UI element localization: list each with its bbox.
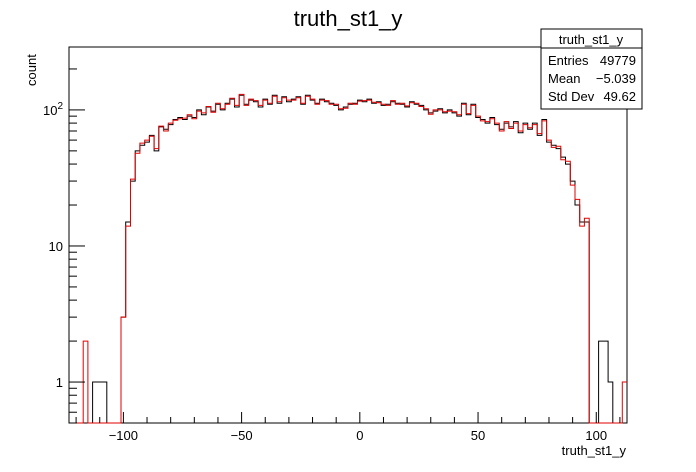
plot-frame [68,46,628,424]
stats-stddev-label: Std Dev [548,89,595,104]
chart-title: truth_st1_y [294,6,403,31]
y-axis-label: count [24,54,39,86]
stats-stddev-value: 49.62 [603,89,636,104]
x-axis-label: truth_st1_y [562,443,627,458]
x-tick-label: −50 [231,428,253,443]
stats-title: truth_st1_y [559,32,624,47]
stats-entries-value: 49779 [600,53,636,68]
stats-entries-label: Entries [548,53,589,68]
x-tick-label: −100 [109,428,138,443]
y-tick-label: 10 [49,239,63,254]
stats-mean-value: −5.039 [596,71,636,86]
y-tick-label: 102 [43,101,63,118]
x-tick-label: 100 [585,428,607,443]
y-tick-label: 1 [56,375,63,390]
histogram-series-0 [69,94,627,424]
x-axis: −100 −50 0 50 100 [75,412,621,443]
x-tick-label: 0 [356,428,363,443]
x-tick-label: 50 [471,428,485,443]
stats-mean-label: Mean [548,71,581,86]
y-axis: 1 10 102 [43,68,85,424]
stats-box: truth_st1_y Entries 49779 Mean −5.039 St… [540,28,643,110]
histogram-series-1 [69,93,627,424]
